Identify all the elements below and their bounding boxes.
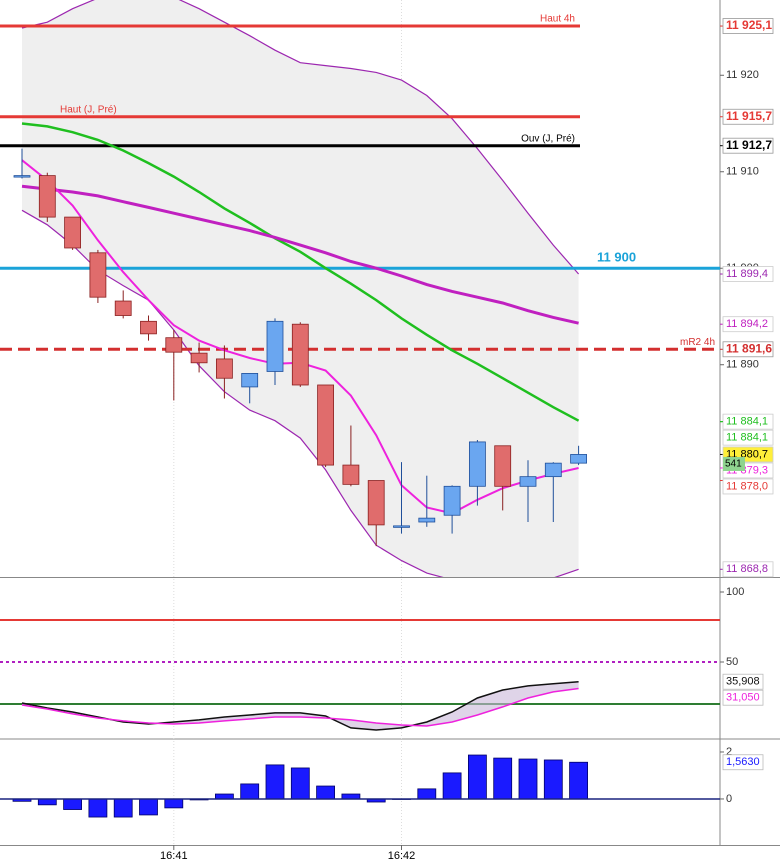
y-tick-label: 11 910 <box>726 166 759 178</box>
y-tick-label: 0 <box>726 793 732 805</box>
candle-body <box>494 445 512 487</box>
histogram-plot <box>0 754 720 818</box>
level-label: 11 900 <box>597 250 636 265</box>
candle-body <box>393 525 410 528</box>
bar <box>113 798 133 818</box>
bar <box>493 757 513 800</box>
price-label-box <box>722 18 774 34</box>
price-label: 11 899,4 <box>726 268 768 280</box>
oscillator-line <box>21 687 579 727</box>
candle-body <box>519 476 537 487</box>
bar <box>290 767 310 800</box>
bar <box>265 764 285 800</box>
bar <box>316 785 336 800</box>
y-tick-label: 11 890 <box>726 359 759 371</box>
y-tick-label: 100 <box>726 586 744 598</box>
x-tick-label: 16:42 <box>388 850 416 862</box>
candle-body <box>544 462 562 478</box>
x-tick-label: 16:41 <box>160 850 188 862</box>
bar <box>37 798 57 806</box>
candle-body <box>367 480 385 526</box>
price-label: 11 891,6 <box>726 341 772 355</box>
bar <box>518 758 538 800</box>
y-tick-label: 50 <box>726 656 738 668</box>
price-label: 11 884,1 <box>726 432 768 444</box>
price-label-box <box>722 316 774 333</box>
candle-body <box>190 352 208 364</box>
level-label: Haut 4h <box>540 14 575 25</box>
bar <box>240 783 260 800</box>
candle-body <box>89 252 107 298</box>
price-label: 11 912,7 <box>726 138 772 152</box>
candle-body <box>266 320 284 372</box>
candle-body <box>443 485 461 516</box>
price-label-box <box>722 137 774 154</box>
volume-label: 541 <box>725 459 742 470</box>
bar <box>139 798 158 816</box>
price-label: 11 915,7 <box>726 109 772 123</box>
candle-body <box>114 300 132 316</box>
candle-body <box>38 175 56 218</box>
price-label: 11 894,2 <box>726 318 768 330</box>
price-label-box <box>722 108 774 125</box>
price-label-box <box>722 341 774 358</box>
end-label-box <box>722 754 764 771</box>
candle-body <box>317 384 335 466</box>
bar <box>543 759 563 800</box>
candle-body <box>418 517 436 523</box>
candle-body <box>13 175 31 178</box>
level-label: Haut (J, Pré) <box>60 104 117 115</box>
end-label-box <box>722 689 764 706</box>
band-line <box>21 209 579 577</box>
bar <box>569 761 588 800</box>
end-label: 31,050 <box>726 692 760 704</box>
bar <box>164 798 184 809</box>
bar <box>63 798 82 810</box>
candle-body <box>140 320 157 335</box>
candle-body <box>241 373 259 388</box>
bar <box>88 798 108 818</box>
oscillator-plot <box>0 618 720 731</box>
price-label-box <box>722 478 774 495</box>
candle-body <box>215 358 233 379</box>
volume-box <box>723 457 745 471</box>
bar <box>442 772 462 800</box>
oscillator-fill <box>22 681 579 731</box>
end-label-box <box>722 673 764 690</box>
candle-body <box>64 216 81 249</box>
moving-average <box>21 184 579 325</box>
price-label: 11 868,8 <box>726 563 768 575</box>
candle-body <box>165 337 183 353</box>
end-label: 1,5630 <box>726 756 760 768</box>
end-label: 35,908 <box>726 676 760 688</box>
price-label: 11 878,0 <box>726 480 768 492</box>
price-label-box <box>722 266 774 282</box>
candle-body <box>468 441 486 487</box>
band-line <box>21 0 580 275</box>
level-label: Ouv (J, Pré) <box>521 133 575 144</box>
price-label: 11 925,1 <box>726 18 772 32</box>
level-label: mR2 4h <box>680 337 715 348</box>
bar <box>467 754 487 800</box>
candle-body <box>291 323 309 386</box>
price-label: 11 884,1 <box>726 416 768 428</box>
candle-body <box>342 464 360 485</box>
bar <box>417 788 437 800</box>
price-label-box <box>722 429 774 446</box>
y-tick-label: 2 <box>726 746 732 758</box>
candle-body <box>570 454 587 464</box>
price-plot <box>0 0 720 577</box>
y-tick-label: 11 920 <box>726 69 759 81</box>
price-label-box <box>722 561 774 578</box>
moving-average <box>21 122 580 422</box>
